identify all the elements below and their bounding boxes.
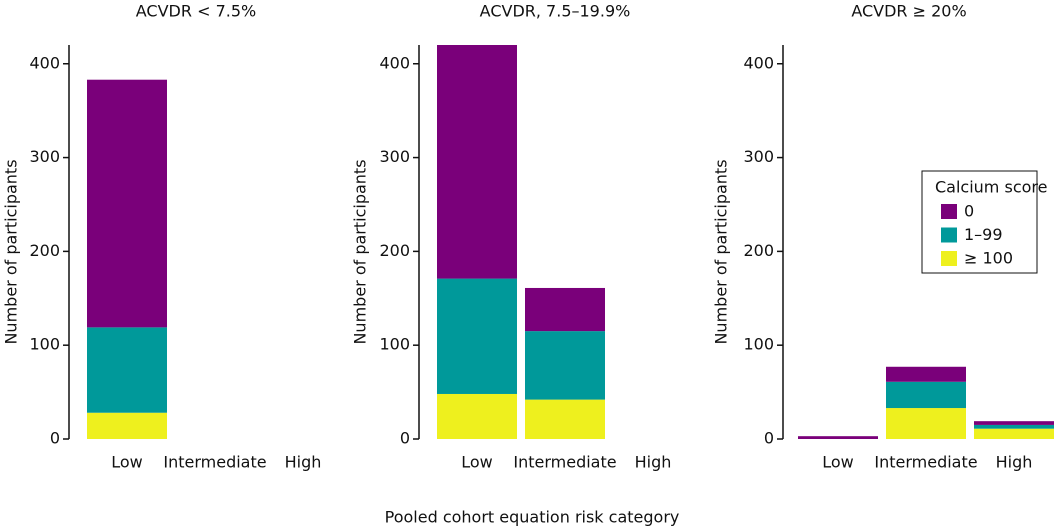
bar-segment	[525, 287, 605, 332]
legend-title: Calcium score	[935, 178, 1047, 197]
x-tick-label: High	[635, 453, 672, 472]
x-tick-label: Low	[461, 453, 493, 472]
bar-segment	[974, 428, 1054, 439]
y-tick-label: 0	[400, 429, 410, 448]
legend-swatch	[941, 251, 957, 266]
y-tick-label: 100	[29, 335, 60, 354]
x-axis-label: Pooled cohort equation risk category	[385, 508, 680, 527]
x-tick-label: High	[996, 453, 1033, 472]
y-tick-label: 400	[743, 53, 774, 72]
y-tick-label: 0	[50, 429, 60, 448]
bar-segment	[437, 45, 517, 279]
y-tick-label: 200	[743, 241, 774, 260]
bar-segment	[886, 408, 966, 439]
y-axis-label: Number of participants	[712, 159, 731, 344]
bar-segment	[437, 393, 517, 439]
legend-label: ≥ 100	[964, 249, 1013, 268]
bar-segment	[886, 366, 966, 382]
bar-segment	[87, 412, 167, 439]
chart-title: ACVDR ≥ 20%	[851, 2, 966, 21]
y-tick-label: 300	[29, 147, 60, 166]
bar-segment	[87, 327, 167, 413]
y-tick-label: 400	[379, 53, 410, 72]
y-axis-label: Number of participants	[2, 159, 21, 344]
x-tick-label: Low	[111, 453, 143, 472]
legend-label: 0	[964, 202, 974, 221]
legend-swatch	[941, 204, 957, 219]
y-tick-label: 200	[379, 241, 410, 260]
legend: Calcium score 0 1–99 ≥ 100	[921, 170, 1047, 274]
bar-segment	[886, 381, 966, 409]
y-tick-label: 100	[743, 335, 774, 354]
legend-swatch	[941, 227, 957, 243]
y-axis-label: Number of participants	[351, 159, 370, 344]
x-tick-label: Intermediate	[513, 453, 616, 472]
bar-segment	[974, 424, 1054, 429]
x-tick-label: Intermediate	[163, 453, 266, 472]
y-tick-label: 100	[379, 335, 410, 354]
y-tick-label: 300	[743, 147, 774, 166]
x-tick-label: Low	[822, 453, 854, 472]
bar-segment	[525, 331, 605, 400]
y-tick-label: 300	[379, 147, 410, 166]
chart-title: ACVDR, 7.5–19.9%	[480, 2, 631, 21]
x-tick-label: Intermediate	[874, 453, 977, 472]
y-tick-label: 400	[29, 53, 60, 72]
chart-title: ACVDR < 7.5%	[136, 2, 256, 21]
x-tick-label: High	[285, 453, 322, 472]
bar-segment	[437, 278, 517, 394]
legend-label: 1–99	[964, 225, 1003, 244]
bar-segment	[974, 421, 1054, 425]
bar-segment	[798, 436, 878, 439]
y-tick-label: 200	[29, 241, 60, 260]
y-tick-label: 0	[764, 429, 774, 448]
bar-segment	[87, 79, 167, 328]
bar-segment	[525, 399, 605, 439]
